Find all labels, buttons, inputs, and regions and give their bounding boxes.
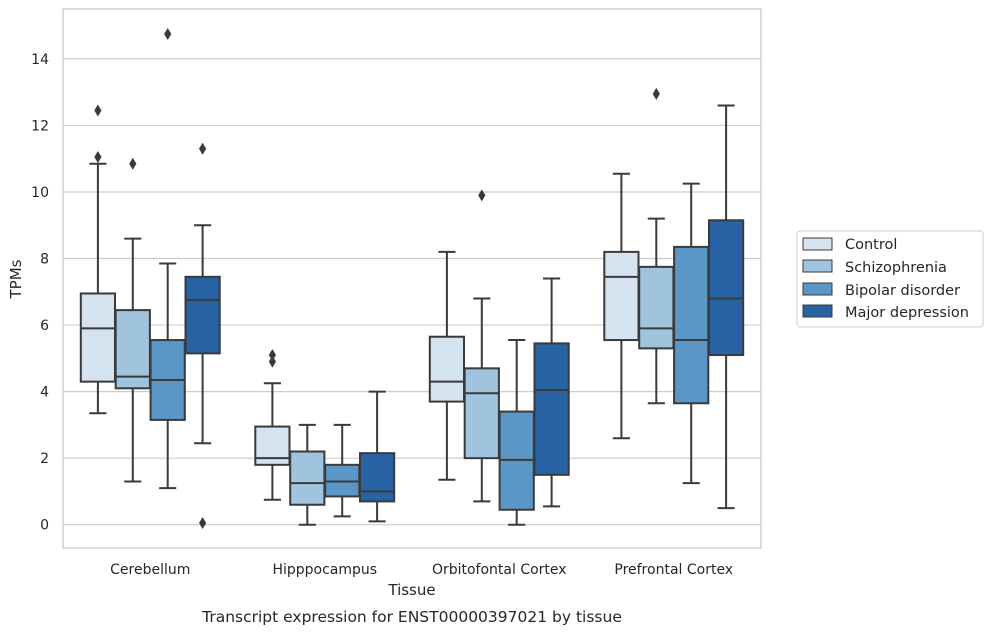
y-tick-labels: 0 2 4 6 8 10 12 14 xyxy=(31,52,49,534)
box-body xyxy=(533,342,570,476)
box-major-depression-cerebellum xyxy=(184,142,221,530)
box-body xyxy=(428,335,466,403)
legend-item-major-depression: Major depression xyxy=(802,304,969,321)
box-bipolar-disorder-prefrontal-cortex xyxy=(673,182,710,485)
box-body xyxy=(79,292,117,383)
box-control-cerebellum xyxy=(79,104,117,415)
y-axis-label: TPMs xyxy=(7,259,25,299)
box-major-depression-hipppocampus xyxy=(358,390,396,523)
y-tick-label: 4 xyxy=(40,385,49,401)
outlier-point xyxy=(199,517,207,530)
x-tick-label-hipppocampus: Hipppocampus xyxy=(272,562,377,578)
legend-label-control: Control xyxy=(845,237,897,253)
box-control-hipppocampus xyxy=(254,349,291,501)
legend-label-bipolar-disorder: Bipolar disorder xyxy=(845,283,960,299)
legend-item-schizophrenia: Schizophrenia xyxy=(802,259,947,276)
box-schizophrenia-cerebellum xyxy=(114,157,151,483)
legend-swatch-major-depression xyxy=(802,304,833,318)
x-tick-label-cerebellum: Cerebellum xyxy=(110,562,190,578)
box-major-depression-prefrontal-cortex xyxy=(707,104,745,510)
outlier-point xyxy=(199,142,207,155)
y-tick-label: 14 xyxy=(31,52,49,68)
legend-label-major-depression: Major depression xyxy=(845,305,969,321)
box-bipolar-disorder-hipppocampus xyxy=(324,423,361,518)
box-body xyxy=(463,367,500,460)
box-major-depression-orbitofontal-cortex xyxy=(533,277,570,508)
y-tick-label: 12 xyxy=(31,118,49,134)
x-tick-label-prefrontal-cortex: Prefrontal Cortex xyxy=(614,562,733,578)
y-tick-label: 2 xyxy=(40,451,49,467)
outlier-point xyxy=(478,189,486,202)
box-body xyxy=(707,219,745,357)
legend-swatch-bipolar-disorder xyxy=(802,282,833,296)
outlier-point xyxy=(652,87,660,100)
box-series xyxy=(79,27,745,530)
y-tick-label: 0 xyxy=(40,518,49,534)
box-body xyxy=(358,452,396,503)
box-body xyxy=(289,450,326,506)
y-tick-label: 8 xyxy=(40,252,49,268)
outlier-point xyxy=(94,104,102,117)
box-schizophrenia-prefrontal-cortex xyxy=(638,87,675,405)
box-body xyxy=(673,245,710,405)
legend-label-schizophrenia: Schizophrenia xyxy=(845,260,947,276)
outlier-point xyxy=(164,27,172,40)
box-control-orbitofontal-cortex xyxy=(428,250,466,481)
x-axis-label: Tissue xyxy=(387,581,435,599)
chart-caption: Transcript expression for ENST0000039702… xyxy=(201,608,622,626)
outlier-point xyxy=(268,355,276,368)
box-bipolar-disorder-cerebellum xyxy=(149,27,186,490)
box-schizophrenia-orbitofontal-cortex xyxy=(463,189,500,503)
outlier-point xyxy=(268,349,276,362)
legend: Control Schizophrenia Bipolar disorder M… xyxy=(796,230,984,328)
plot-frame xyxy=(62,8,762,549)
outlier-point xyxy=(129,157,137,170)
box-body xyxy=(603,250,640,342)
x-tick-label-orbitofontal-cortex: Orbitofontal Cortex xyxy=(432,562,567,578)
legend-item-control: Control xyxy=(802,237,897,253)
legend-frame xyxy=(796,230,984,328)
x-tick-labels: Cerebellum Hipppocampus Orbitofontal Corte… xyxy=(110,562,733,578)
box-control-prefrontal-cortex xyxy=(603,172,640,440)
box-body xyxy=(184,275,221,355)
box-bipolar-disorder-orbitofontal-cortex xyxy=(498,339,535,526)
y-tick-label: 6 xyxy=(40,318,49,334)
box-body xyxy=(114,309,151,390)
legend-item-bipolar-disorder: Bipolar disorder xyxy=(802,282,960,299)
box-body xyxy=(638,265,675,350)
legend-swatch-schizophrenia xyxy=(802,259,833,273)
y-tick-label: 10 xyxy=(31,185,49,201)
legend-swatch-control xyxy=(802,237,833,251)
outlier-point xyxy=(94,151,102,164)
box-schizophrenia-hipppocampus xyxy=(289,423,326,526)
